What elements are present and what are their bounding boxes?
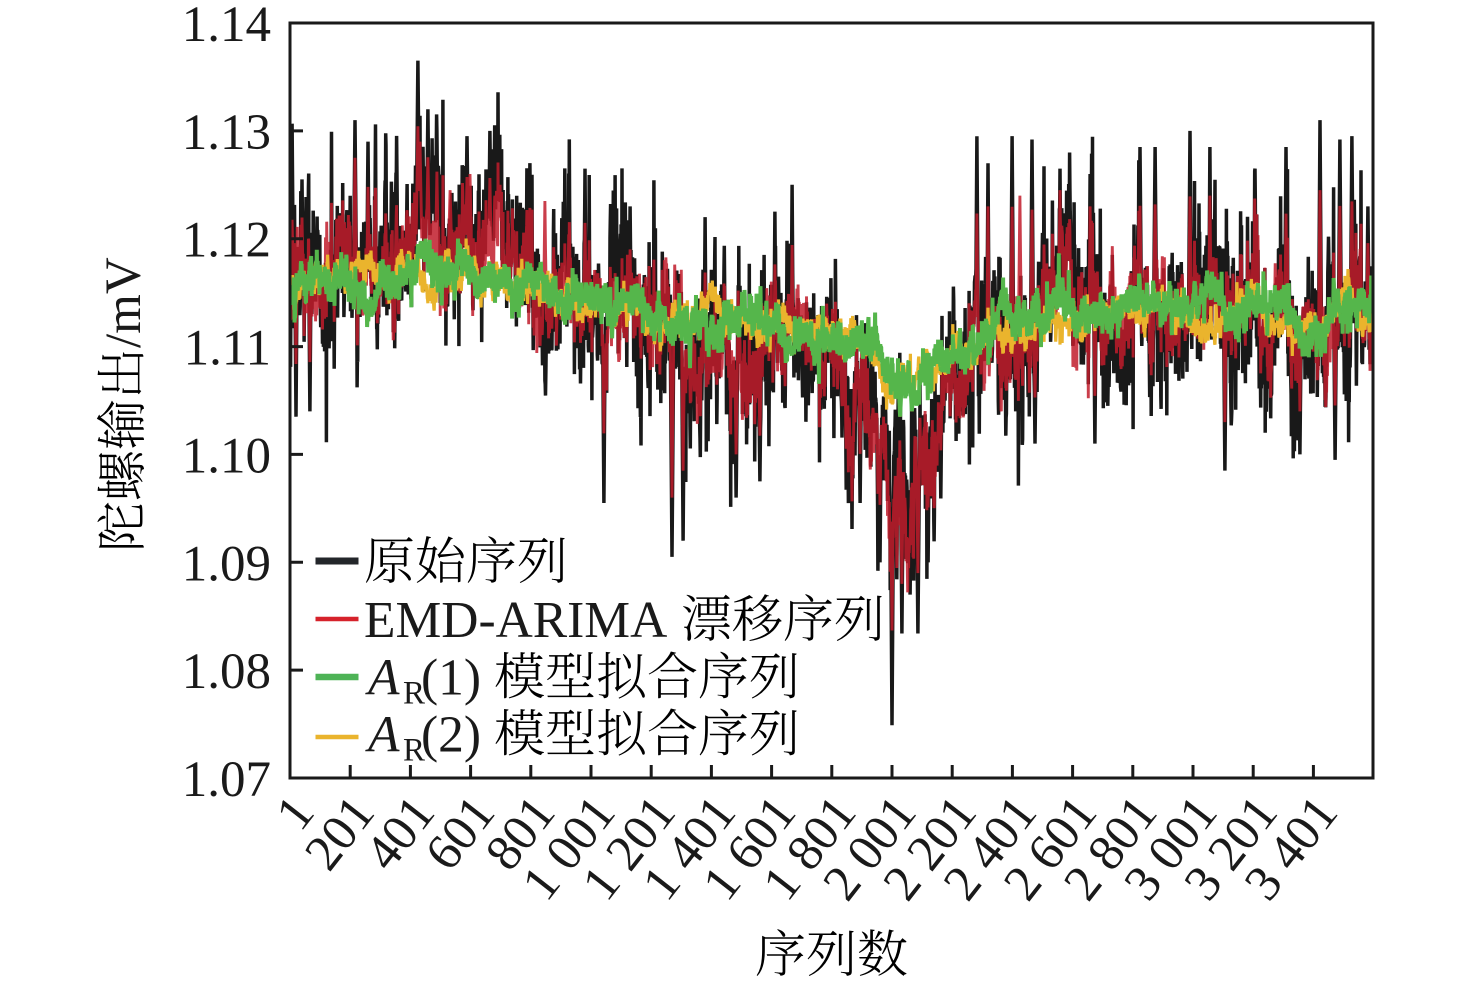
svg-text:EMD-ARIMA: EMD-ARIMA: [364, 592, 667, 649]
svg-text:1.07: 1.07: [182, 752, 271, 808]
svg-text:1.11: 1.11: [184, 321, 271, 377]
svg-text:A: A: [365, 707, 400, 764]
svg-text:R: R: [403, 733, 425, 769]
svg-text:1.13: 1.13: [182, 105, 271, 161]
svg-text:(1): (1): [421, 650, 481, 707]
svg-text:/mV: /mV: [96, 257, 152, 348]
svg-text:1.14: 1.14: [182, 0, 271, 53]
svg-text:1.12: 1.12: [182, 213, 271, 269]
svg-text:R: R: [403, 676, 425, 712]
svg-text:1.09: 1.09: [182, 536, 271, 592]
svg-text:A: A: [365, 650, 400, 707]
svg-text:(2): (2): [421, 707, 481, 764]
svg-text:1.10: 1.10: [182, 428, 271, 484]
svg-text:1.08: 1.08: [182, 644, 271, 700]
